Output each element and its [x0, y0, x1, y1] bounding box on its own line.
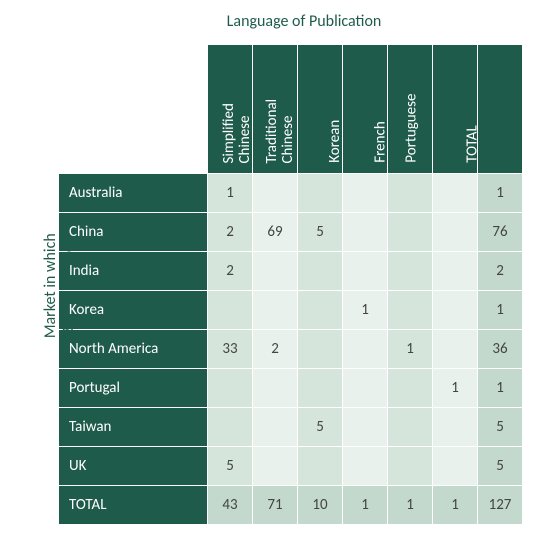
table-cell	[343, 447, 387, 485]
row-header: UK	[59, 447, 207, 485]
table-cell	[388, 369, 432, 407]
column-header-label: English	[193, 120, 209, 163]
column-header-label: TOTAL	[465, 125, 481, 163]
table-cell: 1	[343, 486, 387, 524]
corner-spacer	[59, 45, 207, 173]
table-cell	[388, 252, 432, 290]
table-cell	[343, 408, 387, 446]
table-row: China2695 76	[59, 213, 522, 251]
table-cell	[388, 408, 432, 446]
table-cell: 43	[208, 486, 252, 524]
table-cell: 76	[478, 213, 522, 251]
table-cell	[253, 408, 297, 446]
table-cell: 5	[298, 408, 342, 446]
table-cell	[298, 252, 342, 290]
table-row: Portugal 11	[59, 369, 522, 407]
table-cell	[388, 213, 432, 251]
table-cell: 2	[478, 252, 522, 290]
table-body: Australia11China269576India22Korea11Nort…	[59, 174, 522, 524]
table-row: UK55	[59, 447, 522, 485]
table-cell: 33	[208, 330, 252, 368]
table-cell	[433, 408, 477, 446]
table-cell	[433, 213, 477, 251]
column-header-label: SimplifiedChinese	[222, 103, 254, 163]
row-header: North America	[59, 330, 207, 368]
table-cell: 1	[433, 486, 477, 524]
table-cell	[433, 174, 477, 212]
table-cell: 1	[343, 291, 387, 329]
table-row: Korea 1 1	[59, 291, 522, 329]
table-cell: 1	[478, 369, 522, 407]
top-axis-title: Language of Publication	[0, 12, 548, 31]
table-cell: 36	[478, 330, 522, 368]
table-cell	[343, 252, 387, 290]
table-row: North America332 1 36	[59, 330, 522, 368]
table-cell: 1	[433, 369, 477, 407]
table-row: India22	[59, 252, 522, 290]
table-cell	[208, 291, 252, 329]
crosstab-table-container: English SimplifiedChinese TraditionalChine…	[58, 44, 523, 525]
column-header-row: English SimplifiedChinese TraditionalChine…	[59, 45, 522, 173]
table-cell: 127	[478, 486, 522, 524]
table-cell	[253, 252, 297, 290]
table-cell: 2	[208, 252, 252, 290]
row-header: China	[59, 213, 207, 251]
table-cell: 2	[208, 213, 252, 251]
table-cell: 1	[478, 291, 522, 329]
table-cell	[433, 330, 477, 368]
table-cell	[433, 291, 477, 329]
table-cell: 1	[208, 174, 252, 212]
table-cell	[343, 330, 387, 368]
table-cell	[388, 291, 432, 329]
table-cell	[253, 291, 297, 329]
table-cell: 2	[253, 330, 297, 368]
table-cell	[253, 447, 297, 485]
table-row: Australia11	[59, 174, 522, 212]
table-cell: 1	[388, 330, 432, 368]
column-header: TOTAL	[478, 45, 522, 173]
row-header: Australia	[59, 174, 207, 212]
table-cell	[433, 252, 477, 290]
table-cell	[208, 408, 252, 446]
column-header-label: French	[374, 122, 390, 164]
table-cell: 1	[388, 486, 432, 524]
table-cell: 10	[298, 486, 342, 524]
table-cell: 5	[208, 447, 252, 485]
table-cell: 1	[478, 174, 522, 212]
row-header: Korea	[59, 291, 207, 329]
table-cell	[253, 369, 297, 407]
table-cell	[343, 174, 387, 212]
row-header: Portugal	[59, 369, 207, 407]
table-cell: 71	[253, 486, 297, 524]
row-header: India	[59, 252, 207, 290]
table-cell	[298, 291, 342, 329]
table-row: Taiwan 5 5	[59, 408, 522, 446]
table-row: TOTAL437110111127	[59, 486, 522, 524]
table-cell	[298, 447, 342, 485]
table-cell	[298, 369, 342, 407]
column-header-label: TraditionalChinese	[265, 98, 297, 163]
table-cell	[208, 369, 252, 407]
table-cell: 5	[478, 408, 522, 446]
table-cell	[253, 174, 297, 212]
table-cell	[433, 447, 477, 485]
table-cell	[343, 369, 387, 407]
table-cell	[388, 447, 432, 485]
column-header-label: Portuguese	[405, 94, 421, 163]
table-cell	[298, 174, 342, 212]
row-header: Taiwan	[59, 408, 207, 446]
table-cell: 5	[478, 447, 522, 485]
row-header: TOTAL	[59, 486, 207, 524]
table-cell: 69	[253, 213, 297, 251]
table-cell	[388, 174, 432, 212]
table-cell	[343, 213, 387, 251]
column-header-label: Korean	[328, 120, 344, 163]
table-cell	[298, 330, 342, 368]
table-cell: 5	[298, 213, 342, 251]
crosstab-table: English SimplifiedChinese TraditionalChine…	[58, 44, 523, 525]
